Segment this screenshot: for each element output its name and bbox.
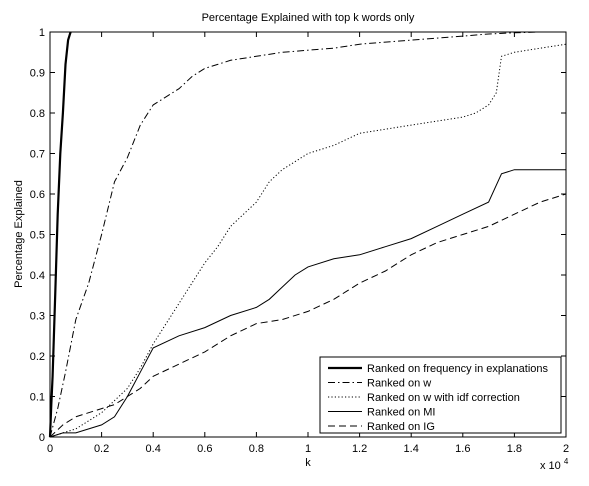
legend-label-5: Ranked on IG [367, 421, 435, 433]
y-tick-label: 0.8 [30, 108, 45, 120]
y-tick-label: 0 [39, 432, 45, 444]
y-tick-label: 0.4 [30, 270, 45, 282]
series-line-1 [48, 31, 72, 438]
y-tick-label: 0.7 [30, 149, 45, 161]
y-axis-label: Percentage Explained [13, 180, 25, 288]
series-line-3 [49, 43, 567, 438]
y-tick-label: 0.2 [30, 351, 45, 363]
x-tick-label: 1.2 [352, 443, 367, 455]
x-tick-label: 1.8 [507, 443, 522, 455]
x-axis-exponent: x 10 4 [540, 457, 569, 472]
x-tick-label: 0 [47, 443, 53, 455]
x-tick-label: 0.2 [94, 443, 109, 455]
series-line-4 [49, 169, 566, 438]
x-tick-label: 0.6 [197, 443, 212, 455]
x-axis-label: k [305, 457, 311, 469]
x-tick-label: 2 [563, 443, 569, 455]
legend-label-1: Ranked on frequency in explanations [367, 363, 549, 375]
x-tick-label: 0.8 [249, 443, 264, 455]
series-line-2 [49, 31, 566, 438]
legend-box [319, 356, 562, 434]
y-tick-label: 0.9 [30, 68, 45, 80]
x-axis-exponent-power: 4 [564, 457, 569, 466]
legend-label-3: Ranked on w with idf correction [367, 392, 520, 404]
legend-label-4: Ranked on MI [367, 407, 435, 419]
y-tick-label: 0.5 [30, 230, 45, 242]
x-tick-label: 0.4 [146, 443, 161, 455]
y-tick-label: 0.3 [30, 311, 45, 323]
legend: Ranked on frequency in explanations Ranke… [319, 356, 562, 434]
legend-label-2: Ranked on w [367, 378, 431, 390]
y-tick-label: 0.1 [30, 392, 45, 404]
chart-title: Percentage Explained with top k words on… [202, 12, 415, 24]
x-axis-exponent-base: x 10 [540, 460, 561, 472]
plot-area: 0 0.2 0.4 0.6 0.8 1 1.2 1.4 1.6 1.8 2 0 0.1 0.2 0.3 0.4… [30, 27, 569, 455]
y-tick-label: 1 [39, 27, 45, 39]
x-tick-label: 1.4 [404, 443, 419, 455]
x-tick-label: 1.6 [455, 443, 470, 455]
x-tick-label: 1 [305, 443, 311, 455]
y-tick-label: 0.6 [30, 189, 45, 201]
